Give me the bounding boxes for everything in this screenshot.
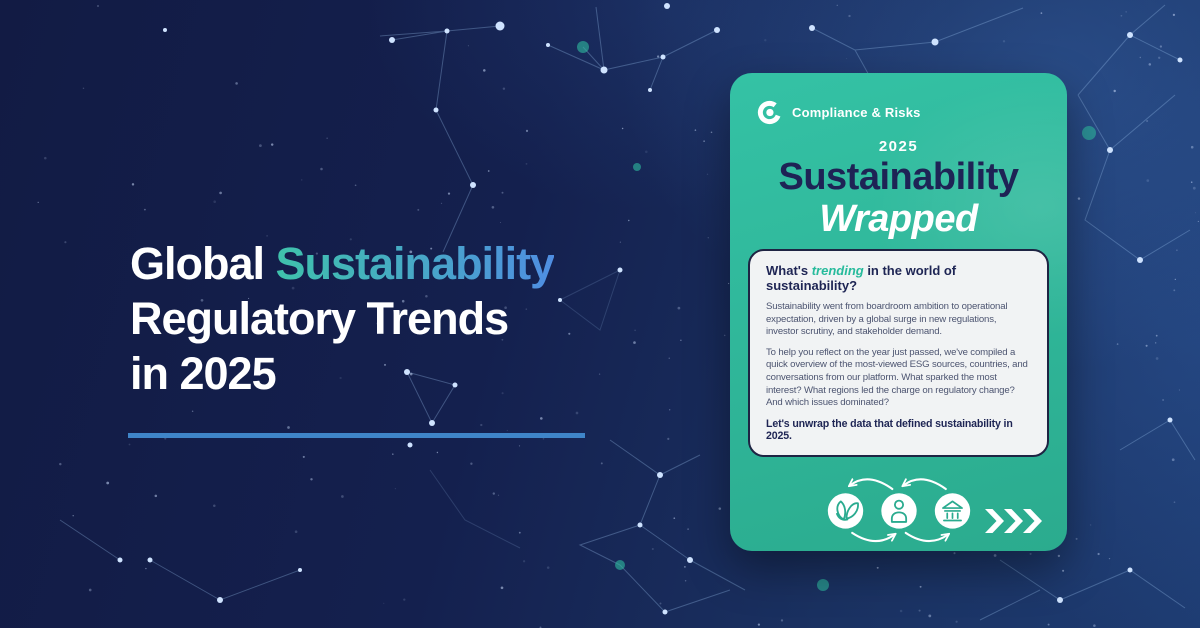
card-subtitle: Wrapped xyxy=(819,198,978,240)
panel-heading-highlight: trending xyxy=(811,263,864,278)
intro-panel: What's trending in the world of sustaina… xyxy=(748,249,1049,457)
brand-logo-row: Compliance & Risks xyxy=(756,99,921,126)
panel-paragraph-1: Sustainability went from boardroom ambit… xyxy=(766,301,1008,338)
panel-paragraph-2: To help you reflect on the year just pas… xyxy=(766,346,1028,409)
title-line3: in 2025 xyxy=(130,348,277,399)
panel-closing-line: Let's unwrap the data that defined susta… xyxy=(766,417,1013,443)
title-word-global: Global xyxy=(130,238,276,289)
leaf-icon xyxy=(827,493,863,529)
wrapped-card: Compliance & Risks 2025 Sustainability W… xyxy=(730,73,1067,551)
arrow-top-left xyxy=(850,479,893,490)
title-line2: Regulatory Trends xyxy=(130,293,509,344)
triple-chevron-icon xyxy=(985,509,1042,533)
esg-cycle-graphic xyxy=(827,467,970,543)
card-title: Sustainability xyxy=(778,156,1019,198)
hero-headline-block: Global Sustainability Regulatory Trends … xyxy=(130,236,670,401)
panel-heading: What's trending in the world of sustaina… xyxy=(766,263,1031,293)
compliance-risks-logo-icon xyxy=(757,100,782,125)
arrow-top-right xyxy=(903,479,947,490)
title-word-sustainability: Sustainability xyxy=(275,238,556,289)
arrow-bottom-left xyxy=(850,531,894,543)
page-title: Global Sustainability Regulatory Trends … xyxy=(130,236,670,401)
bank-icon xyxy=(934,493,970,529)
hero-divider xyxy=(128,433,585,438)
person-icon xyxy=(880,493,917,529)
panel-heading-prefix: What's xyxy=(766,263,812,278)
card-year: 2025 xyxy=(878,138,919,155)
arrow-bottom-right xyxy=(904,531,947,543)
panel-heading-suffix: in the world of sustainability? xyxy=(766,263,957,293)
brand-name: Compliance & Risks xyxy=(792,105,921,120)
